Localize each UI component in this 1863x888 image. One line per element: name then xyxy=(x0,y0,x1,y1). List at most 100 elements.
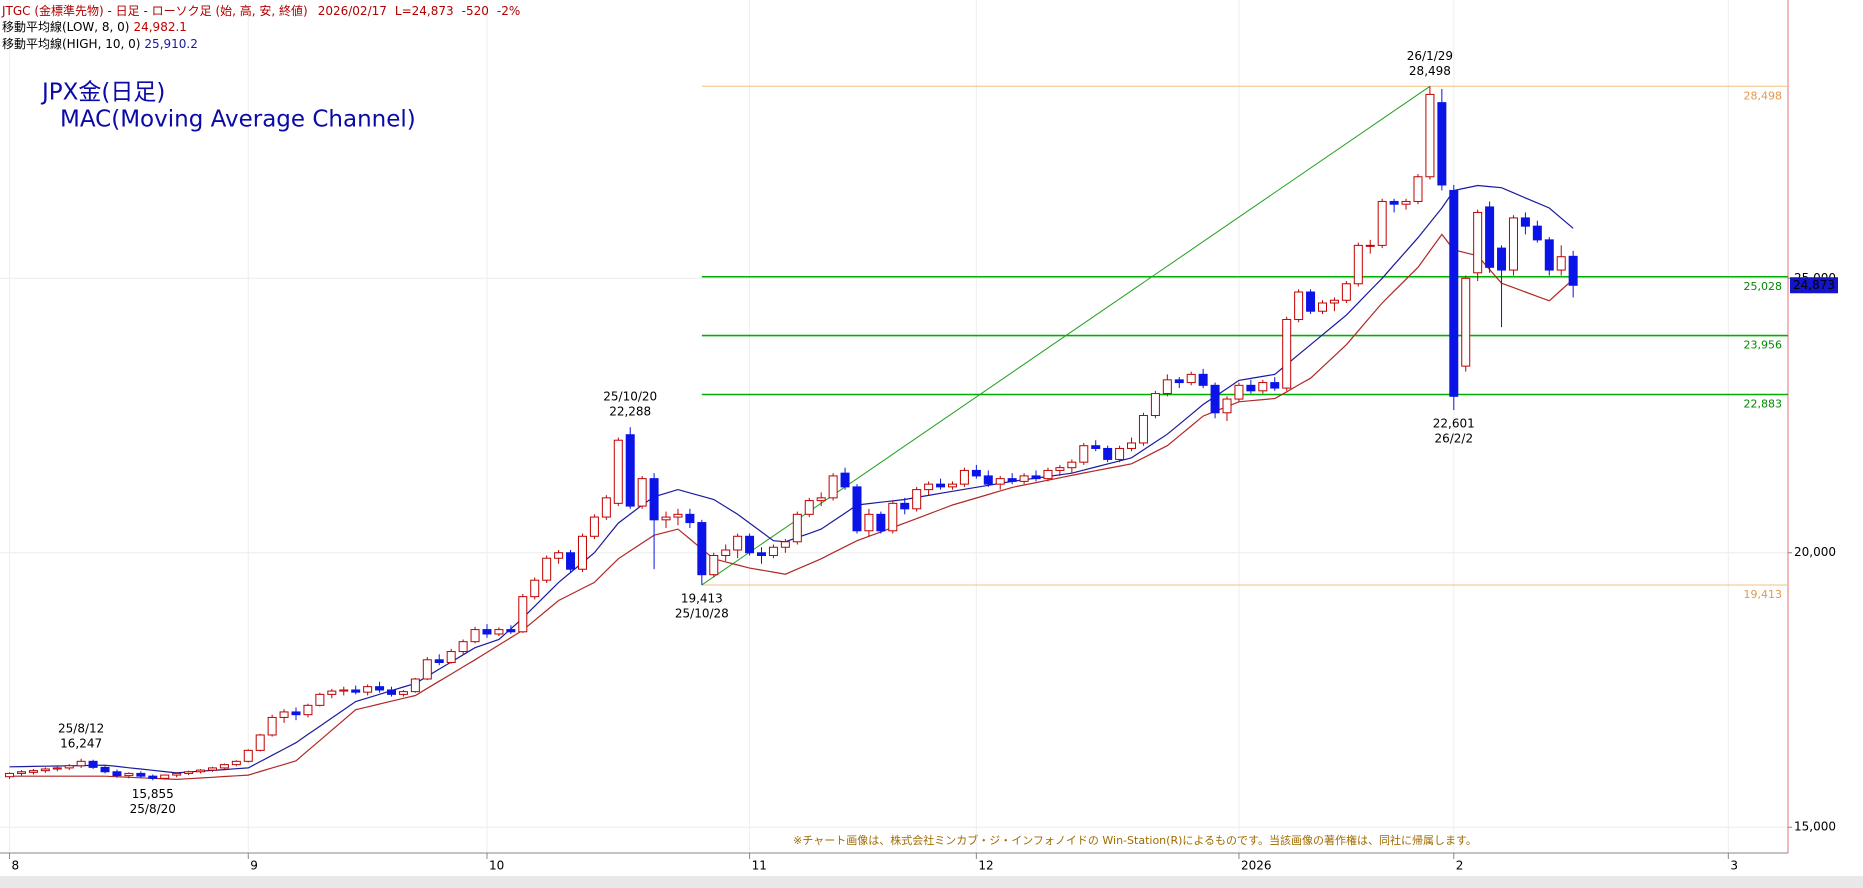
candle-body xyxy=(506,629,516,633)
candle-body xyxy=(243,749,253,762)
candle-body xyxy=(685,513,695,524)
candle-body xyxy=(1425,93,1435,178)
candle-body xyxy=(888,502,898,532)
candle-body xyxy=(136,772,146,777)
candle-body xyxy=(398,691,408,695)
candle-body xyxy=(148,775,158,779)
annotation-price: 28,498 xyxy=(1409,64,1451,78)
candle-body xyxy=(1067,461,1077,469)
x-tick-label: 2 xyxy=(1456,859,1464,873)
candle-body xyxy=(422,659,432,680)
candle-body xyxy=(1556,256,1566,271)
candle-body xyxy=(840,472,850,488)
candle-body xyxy=(649,478,659,521)
candle-body xyxy=(363,686,373,693)
annotation-price: 22,288 xyxy=(609,405,651,419)
header: JTGC (金標準先物) - 日足 - ローソク足 (始, 高, 安, 終値) 2… xyxy=(1,3,520,18)
candle-body xyxy=(983,475,993,485)
candle-body xyxy=(577,535,587,570)
candle-body xyxy=(542,557,552,581)
annotation-price: 16,247 xyxy=(60,736,102,750)
candle-body xyxy=(1544,239,1554,271)
chart-subtitle: MAC(Moving Average Channel) xyxy=(60,107,416,133)
candle-body xyxy=(1377,200,1387,246)
annotation-date: 25/8/20 xyxy=(130,802,176,816)
candle-body xyxy=(1031,475,1041,480)
candle-body xyxy=(1508,217,1518,271)
x-tick-label: 10 xyxy=(489,859,504,873)
header-date: 2026/02/17 xyxy=(318,4,387,18)
annotation-date: 26/1/29 xyxy=(1407,49,1453,63)
candle-body xyxy=(1317,302,1327,312)
level-label: 25,028 xyxy=(1744,280,1783,293)
legend-ma-high: 移動平均線(HIGH, 10, 0) 25,910.2 xyxy=(2,36,198,51)
y-tick-label: 20,000 xyxy=(1794,545,1836,559)
candle-body xyxy=(709,554,719,576)
candle-body xyxy=(1485,206,1495,268)
copyright-note: ※チャート画像は、株式会社ミンカブ・ジ・インフォノイドの Win-Station… xyxy=(793,833,1477,847)
candle-body xyxy=(733,535,743,551)
x-tick-label: 8 xyxy=(12,859,20,873)
candle-body xyxy=(470,629,480,643)
grid xyxy=(0,0,1788,853)
candle-body xyxy=(1019,475,1029,482)
annotation-price: 22,601 xyxy=(1433,416,1475,430)
legend-value: 25,910.2 xyxy=(144,37,197,51)
candle-body xyxy=(482,629,492,635)
candle-body xyxy=(1389,200,1399,205)
candle-body xyxy=(410,678,420,693)
candle-body xyxy=(52,767,62,770)
x-tick-label: 9 xyxy=(250,859,258,873)
candle-body xyxy=(1246,384,1256,392)
candle-body xyxy=(768,546,778,556)
candle-body xyxy=(1401,200,1411,205)
candle-body xyxy=(172,772,182,776)
candle-body xyxy=(1162,379,1172,395)
scroll-bar xyxy=(0,876,1863,888)
candle-body xyxy=(566,552,576,570)
candle-body xyxy=(721,549,731,556)
candle-body xyxy=(315,693,325,706)
candle-body xyxy=(1091,445,1101,449)
candle-body xyxy=(995,478,1005,485)
candle-body xyxy=(339,689,349,692)
candle-body xyxy=(1258,382,1268,392)
candle-body xyxy=(1234,384,1244,400)
last-price-label: 24,873 xyxy=(1793,278,1835,292)
legend-label: 移動平均線(LOW, 8, 0) xyxy=(2,19,129,34)
y-tick-label: 15,000 xyxy=(1794,820,1836,834)
candle-body xyxy=(446,651,456,664)
candle-body xyxy=(494,629,504,635)
candle-body xyxy=(661,516,671,521)
candle-body xyxy=(1294,291,1304,320)
legend-label: 移動平均線(HIGH, 10, 0) xyxy=(2,36,140,51)
candle-body xyxy=(1222,398,1232,414)
candle-body xyxy=(924,483,934,491)
candle-body xyxy=(458,641,468,653)
candle-body xyxy=(28,770,38,773)
candle-body xyxy=(971,469,981,477)
candle-body xyxy=(16,771,26,774)
candle-body xyxy=(1186,373,1196,384)
candle-body xyxy=(1497,247,1507,271)
candle-body xyxy=(1365,244,1375,247)
candle-body xyxy=(1437,102,1447,186)
header-title: JTGC (金標準先物) - 日足 - ローソク足 (始, 高, 安, 終値) xyxy=(1,3,308,18)
candle-body xyxy=(5,772,15,778)
candle-body xyxy=(518,596,528,633)
candle-body xyxy=(207,767,217,771)
annotation-date: 26/2/2 xyxy=(1434,431,1473,445)
candle-body xyxy=(267,716,277,736)
candle-body xyxy=(1198,373,1208,386)
x-tick-label: 2026 xyxy=(1241,859,1272,873)
candle-body xyxy=(1413,176,1423,202)
candle-body xyxy=(876,513,886,532)
candle-body xyxy=(828,475,838,499)
candle-body xyxy=(255,734,265,751)
candle-body xyxy=(327,690,337,695)
annotation-date: 25/8/12 xyxy=(58,721,104,735)
candle-body xyxy=(1282,318,1292,389)
header-change-pct: -2% xyxy=(497,4,520,18)
